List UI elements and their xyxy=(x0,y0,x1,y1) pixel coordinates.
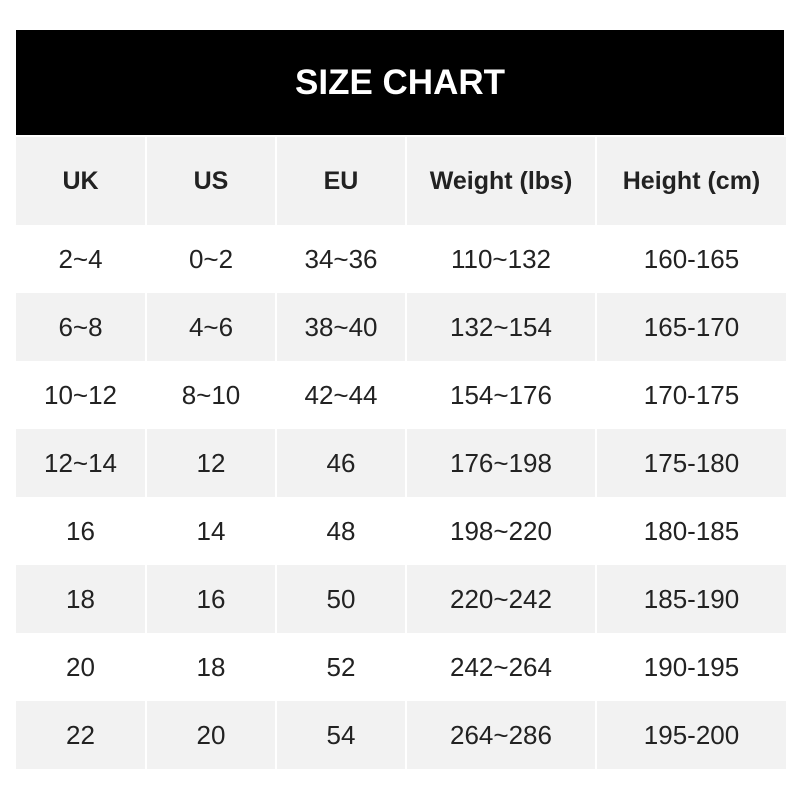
table-cell: 110~132 xyxy=(450,243,551,274)
table-cell: 0~2 xyxy=(188,243,234,274)
table-cell: 170-175 xyxy=(643,379,740,410)
table-cell: 20 xyxy=(66,651,95,682)
table-cell: 50 xyxy=(277,565,405,633)
table-cell: 12 xyxy=(147,429,275,497)
table-cell: 18 xyxy=(196,651,226,682)
table-cell: 198~220 xyxy=(450,515,552,546)
table-cell: 4~6 xyxy=(147,293,275,361)
table-cell: 12~14 xyxy=(16,429,145,497)
table-cell: 10~12 xyxy=(43,379,118,410)
table-cell: 20 xyxy=(147,701,275,769)
table-cell: 132~154 xyxy=(407,293,595,361)
table-cell: 190-195 xyxy=(643,651,740,682)
table-cell: 176~198 xyxy=(407,429,595,497)
size-table: UK US EU Weight (lbs) Height (cm) 2~4 0~2 34~3… xyxy=(14,135,788,769)
table-cell: 16 xyxy=(147,565,275,633)
table-cell: 22 xyxy=(16,701,145,769)
table-cell: 38~40 xyxy=(277,293,405,361)
chart-title: SIZE CHART xyxy=(16,30,784,135)
table-cell: 154~176 xyxy=(450,379,552,410)
table-cell: 8~10 xyxy=(181,379,241,410)
table-row: 10~12 8~10 42~44 154~176 170-175 xyxy=(16,361,786,429)
table-cell: 14 xyxy=(196,515,226,546)
table-row: 20 18 52 242~264 190-195 xyxy=(16,633,786,701)
table-cell: 2~4 xyxy=(58,243,103,274)
table-cell: 175-180 xyxy=(597,429,786,497)
table-cell: 165-170 xyxy=(597,293,786,361)
table-cell: 185-190 xyxy=(597,565,786,633)
table-row: 6~8 4~6 38~40 132~154 165-170 xyxy=(16,293,786,361)
column-header: UK xyxy=(16,135,145,225)
header-row: UK US EU Weight (lbs) Height (cm) xyxy=(16,135,786,225)
table-row: 2~4 0~2 34~36 110~132 160-165 xyxy=(16,225,786,293)
table-cell: 264~286 xyxy=(407,701,595,769)
column-header: US xyxy=(147,135,275,225)
table-row: 18 16 50 220~242 185-190 xyxy=(16,565,786,633)
table-cell: 16 xyxy=(66,515,95,546)
column-header: Weight (lbs) xyxy=(407,135,595,225)
column-header: EU xyxy=(277,135,405,225)
column-header: Height (cm) xyxy=(597,135,786,225)
table-row: 16 14 48 198~220 180-185 xyxy=(16,497,786,565)
table-cell: 242~264 xyxy=(450,651,552,682)
table-cell: 160-165 xyxy=(643,243,740,274)
size-chart: SIZE CHART UK US EU Weight (lbs) Height (cm)… xyxy=(16,30,786,769)
table-cell: 52 xyxy=(326,651,356,682)
table-row: 12~14 12 46 176~198 175-180 xyxy=(16,429,786,497)
table-cell: 6~8 xyxy=(16,293,145,361)
table-cell: 48 xyxy=(326,515,356,546)
table-cell: 34~36 xyxy=(304,243,378,274)
table-cell: 54 xyxy=(277,701,405,769)
table-cell: 180-185 xyxy=(643,515,740,546)
table-cell: 42~44 xyxy=(304,379,378,410)
table-cell: 220~242 xyxy=(407,565,595,633)
table-row: 22 20 54 264~286 195-200 xyxy=(16,701,786,769)
table-cell: 195-200 xyxy=(597,701,786,769)
table-cell: 46 xyxy=(277,429,405,497)
table-cell: 18 xyxy=(16,565,145,633)
